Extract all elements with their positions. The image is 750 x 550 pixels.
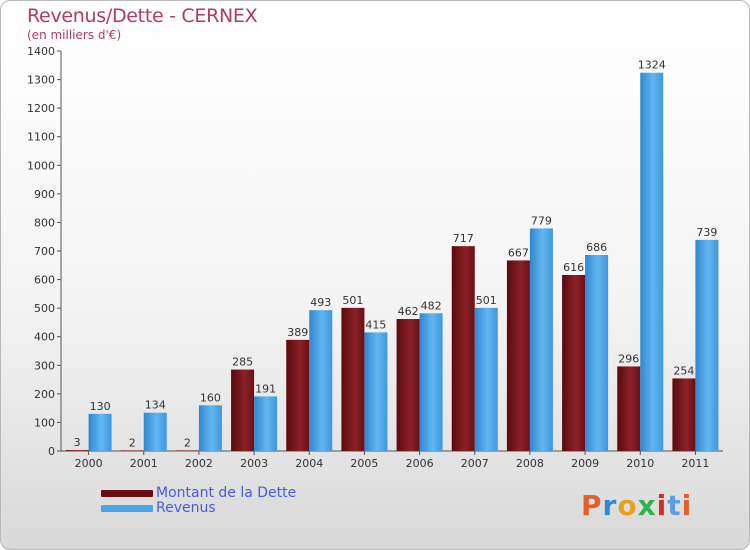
value-label-revenus: 739 [696, 226, 717, 239]
value-label-dette: 717 [453, 232, 474, 245]
logo-letter: P [581, 489, 603, 522]
bar-revenus [198, 405, 222, 451]
bar-dette [231, 369, 255, 451]
bar-revenus [88, 413, 112, 451]
value-label-revenus: 686 [586, 241, 607, 254]
x-tick-label: 2002 [185, 457, 213, 470]
chart-subtitle: (en milliers d'€) [27, 28, 122, 42]
y-tick-label: 700 [34, 245, 55, 258]
x-tick-label: 2010 [626, 457, 654, 470]
logo-letter: r [602, 489, 618, 522]
chart-title: Revenus/Dette - CERNEX [27, 5, 258, 27]
bar-dette [672, 378, 696, 451]
value-label-dette: 462 [398, 305, 419, 318]
value-label-dette: 667 [508, 246, 529, 259]
chart-axes: 0 100 200 300 400 500 600 700 800 900 1000 1100 1200… [27, 45, 723, 470]
y-tick-label: 1100 [27, 131, 55, 144]
y-tick-label: 1000 [27, 159, 55, 172]
bar-revenus [309, 310, 333, 451]
bar-dette [175, 450, 199, 451]
logo-letter: x [637, 489, 657, 522]
x-tick-label: 2005 [350, 457, 378, 470]
bar-dette [286, 339, 310, 451]
y-tick-label: 0 [48, 445, 55, 458]
value-label-revenus: 134 [145, 399, 166, 412]
logo-letter: t [667, 489, 682, 522]
y-tick-label: 600 [34, 274, 55, 287]
bar-dette [562, 275, 586, 451]
bar-revenus [695, 239, 719, 451]
bar-dette [506, 260, 530, 451]
y-tick-label: 300 [34, 359, 55, 372]
chart-bars [65, 72, 719, 451]
value-label-revenus: 501 [476, 294, 497, 307]
bar-dette [617, 366, 641, 451]
bar-dette [451, 246, 475, 451]
bar-revenus [640, 72, 664, 451]
y-tick-label: 100 [34, 416, 55, 429]
bar-dette [341, 307, 365, 451]
value-label-revenus: 493 [310, 296, 331, 309]
value-label-revenus: 482 [421, 299, 442, 312]
y-tick-label: 1400 [27, 45, 55, 58]
value-label-dette: 254 [673, 364, 694, 377]
value-label-revenus: 130 [90, 400, 111, 413]
value-label-dette: 2 [184, 436, 191, 449]
legend-swatch-revenus [101, 505, 153, 512]
value-label-dette: 3 [74, 436, 81, 449]
value-label-dette: 296 [618, 352, 639, 365]
bar-revenus [474, 307, 498, 451]
y-tick-label: 1300 [27, 74, 55, 87]
bar-dette [120, 450, 144, 451]
bar-revenus [419, 313, 443, 451]
x-tick-label: 2007 [461, 457, 489, 470]
y-tick-label: 500 [34, 302, 55, 315]
value-label-dette: 389 [287, 326, 308, 339]
x-tick-label: 2009 [571, 457, 599, 470]
x-tick-label: 2008 [516, 457, 544, 470]
value-label-revenus: 160 [200, 391, 221, 404]
value-label-dette: 2 [129, 436, 136, 449]
y-tick-label: 1200 [27, 102, 55, 115]
bar-revenus [585, 255, 609, 451]
value-label-dette: 285 [232, 356, 253, 369]
x-tick-label: 2000 [75, 457, 103, 470]
logo-letter: i [656, 489, 668, 522]
value-label-dette: 616 [563, 261, 584, 274]
logo-letter: i [681, 489, 693, 522]
x-tick-label: 2003 [240, 457, 268, 470]
y-tick-label: 200 [34, 388, 55, 401]
x-tick-label: 2011 [681, 457, 709, 470]
bar-revenus [529, 228, 553, 451]
logo-letter: o [617, 489, 638, 522]
y-tick-label: 800 [34, 216, 55, 229]
bar-revenus [364, 332, 388, 451]
legend-swatch-dette [101, 490, 153, 497]
value-label-revenus: 415 [365, 318, 386, 331]
y-tick-label: 900 [34, 188, 55, 201]
value-label-dette: 501 [342, 294, 363, 307]
x-tick-label: 2004 [295, 457, 323, 470]
x-tick-label: 2001 [130, 457, 158, 470]
value-label-revenus: 779 [531, 214, 552, 227]
bar-revenus [254, 396, 278, 451]
y-tick-label: 400 [34, 331, 55, 344]
x-tick-label: 2006 [406, 457, 434, 470]
legend-label-dette: Montant de la Dette [156, 485, 297, 501]
bar-dette [65, 450, 89, 451]
proxiti-logo: Proxiti [581, 489, 692, 522]
legend-label-revenus: Revenus [156, 500, 216, 516]
value-label-revenus: 1324 [638, 59, 666, 72]
bar-dette [396, 319, 420, 451]
value-label-revenus: 191 [255, 382, 276, 395]
bar-revenus [143, 412, 167, 451]
